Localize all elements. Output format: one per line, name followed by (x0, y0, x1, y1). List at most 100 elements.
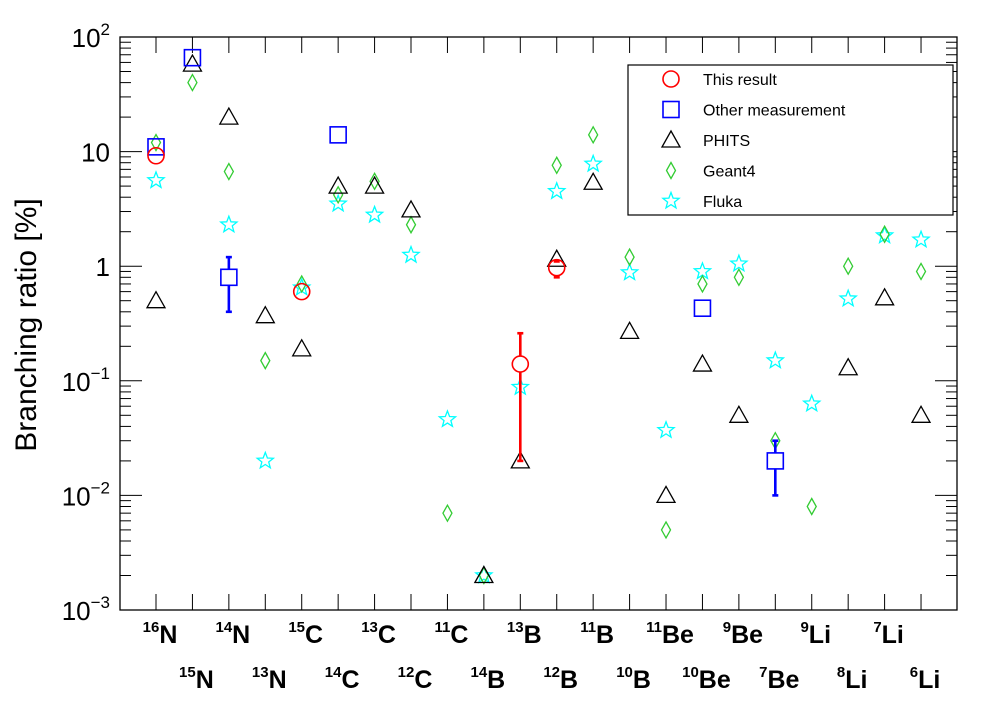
plot-frame (119, 36, 958, 611)
isotope-element: Li (845, 666, 867, 694)
isotope-mass: 14 (470, 664, 487, 681)
x-tick-label: 14B (470, 664, 505, 694)
x-tick-label: 14C (325, 664, 360, 694)
data-point (587, 125, 599, 145)
isotope-mass: 12 (398, 664, 415, 681)
isotope-mass: 12 (543, 664, 560, 681)
data-point (255, 305, 276, 324)
y-tick-label: 10−3 (62, 593, 110, 626)
data-point (915, 262, 927, 281)
legend-entry: This result (703, 72, 777, 89)
data-point (660, 520, 672, 540)
y-tick-label: 102 (72, 20, 110, 53)
isotope-element: C (378, 621, 396, 649)
isotope-element: B (633, 666, 651, 694)
data-point (405, 215, 417, 235)
data-point (619, 262, 640, 281)
data-point (329, 126, 347, 144)
isotope-mass: 15 (179, 664, 196, 681)
data-point (145, 290, 167, 309)
y-tick-label: 10−1 (62, 364, 110, 397)
x-tick-label: 10Be (682, 664, 731, 694)
data-point (842, 256, 854, 276)
isotope-mass: 13 (361, 619, 378, 636)
data-point (219, 214, 239, 234)
x-axis: 16N15N14N13N15C14C13C12C11C14B13B12B11B1… (143, 37, 941, 694)
data-point (296, 274, 307, 294)
isotope-element: N (232, 621, 250, 649)
isotope-element: N (269, 666, 287, 694)
data-point (838, 288, 858, 308)
x-tick-label: 12C (398, 664, 433, 694)
data-point (147, 146, 165, 165)
x-tick-label: 14N (215, 619, 250, 649)
plot-area (119, 36, 958, 611)
data-point (801, 393, 822, 413)
legend-marker (661, 190, 681, 210)
isotope-element: Be (699, 666, 731, 694)
data-point (223, 162, 235, 181)
data-point (328, 193, 348, 213)
isotope-mass: 8 (837, 664, 845, 681)
isotope-mass: 14 (325, 664, 342, 681)
isotope-element: B (487, 666, 505, 694)
y-tick-exponent: 2 (101, 20, 110, 39)
data-point (728, 404, 749, 423)
y-tick-exponent: −1 (91, 364, 110, 383)
isotope-mass: 11 (434, 619, 450, 636)
data-markers (145, 48, 932, 585)
y-tick-base: 10 (81, 138, 110, 168)
isotope-mass: 13 (252, 664, 269, 681)
data-point (511, 355, 530, 373)
x-tick-label: 12B (543, 664, 578, 694)
isotope-element: B (524, 621, 542, 649)
x-tick-label: 9Be (723, 619, 763, 649)
data-point (874, 225, 895, 244)
isotope-mass: 7 (759, 664, 767, 681)
data-point (692, 353, 713, 372)
x-tick-label: 8Li (837, 664, 868, 694)
data-point (733, 267, 745, 287)
isotope-element: B (596, 621, 614, 649)
x-tick-label: 13C (361, 619, 396, 649)
x-tick-label: 9Li (800, 619, 831, 649)
data-point (369, 172, 380, 191)
legend-marker (665, 161, 677, 180)
legend-marker (660, 129, 682, 148)
isotope-element: C (305, 621, 323, 649)
isotope-element: B (560, 666, 578, 694)
legend-box (627, 64, 954, 216)
y-tick-label: 10−2 (62, 478, 110, 511)
x-tick-label: 15C (288, 619, 323, 649)
legend-marker (662, 100, 680, 119)
x-tick-label: 10B (616, 664, 651, 694)
data-point (292, 282, 311, 301)
data-point (583, 171, 604, 190)
data-point (332, 185, 344, 205)
isotope-mass: 15 (288, 619, 305, 636)
y-axis-label: Branching ratio [%] (10, 198, 43, 451)
legend: This result Other measurement PHITS Geant4 F… (627, 64, 954, 216)
data-point (146, 170, 166, 189)
x-tick-label: 16N (143, 619, 178, 649)
data-point (291, 338, 312, 357)
data-point (182, 53, 203, 72)
legend-entry: Geant4 (703, 164, 756, 181)
x-tick-label: 11B (580, 619, 614, 649)
y-tick-exponent: −2 (91, 478, 110, 497)
isotope-element: Be (731, 621, 763, 649)
data-point (838, 357, 859, 376)
isotope-mass: 9 (723, 619, 731, 636)
isotope-mass: 6 (910, 664, 918, 681)
data-point (187, 73, 198, 92)
data-point (697, 274, 708, 294)
data-point (624, 247, 635, 267)
isotope-element: Li (809, 621, 831, 649)
data-point (400, 199, 422, 218)
data-point (874, 287, 895, 306)
legend-entry: PHITS (703, 133, 750, 150)
x-tick-label: 6Li (910, 664, 941, 694)
data-point (437, 409, 458, 428)
isotope-mass: 11 (580, 619, 596, 636)
isotope-element: Li (882, 621, 904, 649)
